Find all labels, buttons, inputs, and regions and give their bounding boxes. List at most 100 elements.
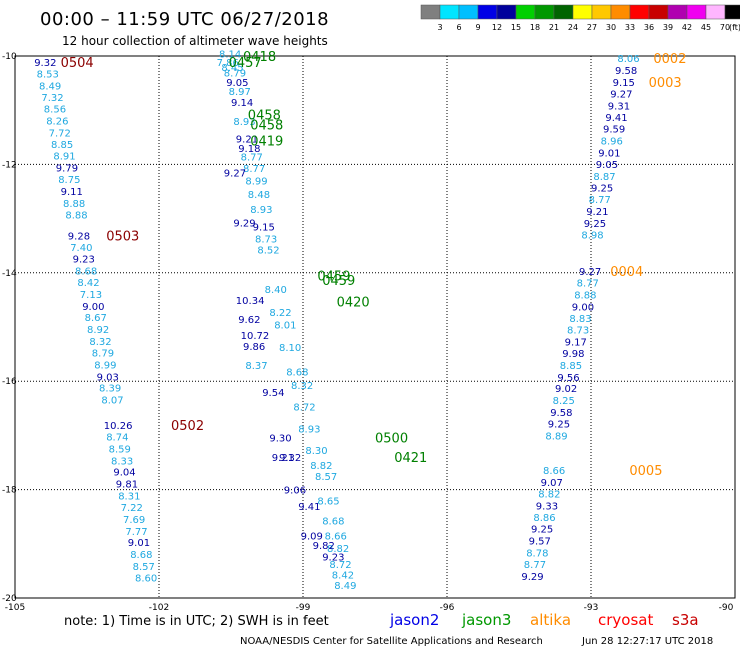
wave-height-cryosat: 9.81 (116, 480, 138, 491)
credit-line: NOAA/NESDIS Center for Satellite Applica… (240, 636, 543, 647)
wave-height-altika: 9.02 (555, 384, 577, 395)
wave-height-jason3: 8.93 (298, 424, 320, 435)
wave-height-altika: 8.87 (593, 172, 615, 183)
wave-height-cryosat: 8.75 (58, 175, 80, 186)
wave-height-jason3: 8.57 (315, 472, 337, 483)
wave-height-cryosat: 7.72 (49, 128, 71, 139)
longitude-ticks: -105 -102 -99 -96 -93 -90 (5, 603, 734, 613)
color-scale-unit: (ft) (729, 23, 740, 32)
wave-height-cryosat: 8.57 (133, 562, 155, 573)
wave-height-altika: 8.78 (526, 548, 548, 559)
wave-height-altika: 9.56 (557, 373, 579, 384)
wave-height-altika: 8.66 (543, 466, 565, 477)
wave-height-jason3: 8.72 (329, 560, 351, 571)
color-scale-label: 33 (625, 23, 635, 32)
wave-height-jason2: 9.86 (243, 342, 265, 353)
wave-height-altika: 9.58 (615, 66, 637, 77)
map-grid (15, 56, 735, 598)
color-scale: 3 6 9 12 15 18 21 24 27 30 33 36 39 42 45 70(ft) (420, 4, 740, 32)
pass-time-label: 0504 (61, 56, 94, 71)
wave-height-jason3: 8.42 (332, 571, 354, 582)
wave-height-altika: 9.57 (529, 537, 551, 548)
wave-height-jason2: 9.21 (272, 453, 294, 464)
wave-height-cryosat: 8.92 (87, 325, 109, 336)
wave-height-cryosat: 9.03 (97, 372, 119, 383)
wave-height-cryosat: 8.59 (109, 444, 131, 455)
satellite-legend: jason2 jason3 altika cryosat s3a (389, 611, 699, 629)
wave-height-cryosat: 9.00 (82, 302, 104, 313)
wave-height-jason3: 9.14 (231, 98, 253, 109)
wave-height-cryosat: 9.11 (61, 187, 83, 198)
wave-height-jason3: 8.97 (229, 87, 251, 98)
wave-height-jason3: 8.93 (250, 205, 272, 216)
wave-height-altika: 9.98 (562, 349, 584, 360)
wave-height-jason3: 8.65 (317, 496, 339, 507)
pass-time-label: 0503 (106, 229, 139, 244)
color-swatch (439, 4, 460, 20)
wave-height-cryosat: 7.77 (125, 527, 147, 538)
color-swatch (591, 4, 612, 20)
color-scale-label: 9 (475, 23, 480, 32)
wave-height-cryosat: 8.99 (94, 360, 116, 371)
color-scale-label: 12 (492, 23, 502, 32)
wave-height-jason2: 9.41 (298, 502, 320, 513)
wave-height-altika: 9.27 (610, 89, 632, 100)
color-scale-label: 70 (720, 23, 730, 32)
wave-height-jason3: 8.01 (274, 320, 296, 331)
wave-height-jason3: 8.40 (265, 285, 287, 296)
wave-height-jason3: 8.73 (255, 235, 277, 246)
wave-height-jason3: 8.52 (257, 245, 279, 256)
wave-height-jason3: 8.22 (269, 308, 291, 319)
wave-height-altika: 9.21 (586, 207, 608, 218)
wave-height-jason3: 8.66 (325, 532, 347, 543)
wave-height-altika: 9.07 (541, 478, 563, 489)
wave-height-altika: 9.25 (531, 525, 553, 536)
wave-height-cryosat: 7.13 (80, 290, 102, 301)
color-scale-label: 30 (606, 23, 616, 32)
pass-time-label: 0459 (322, 274, 355, 289)
wave-height-jason2: 9.30 (269, 434, 291, 445)
wave-height-cryosat: 8.49 (39, 81, 61, 92)
longitude-tick-label: -96 (440, 603, 455, 613)
observation-layer: 9.328.538.497.328.568.267.728.858.919.79… (34, 49, 639, 592)
color-scale-label: 21 (549, 23, 559, 32)
wave-height-cryosat: 8.68 (75, 267, 97, 278)
latitude-tick-label: -20 (2, 594, 17, 604)
pass-time-label: 0420 (337, 296, 370, 311)
wave-height-cryosat: 8.56 (44, 105, 66, 116)
wave-height-jason3: 8.82 (327, 544, 349, 555)
wave-height-cryosat: 8.67 (85, 313, 107, 324)
longitude-tick-label: -99 (296, 603, 311, 613)
wave-height-jason2: 9.32 (279, 453, 301, 464)
color-scale-label: 42 (682, 23, 692, 32)
wave-height-altika: 9.00 (572, 302, 594, 313)
wave-height-jason3: 9.18 (238, 144, 260, 155)
color-swatch (667, 4, 688, 20)
wave-height-cryosat: 8.79 (92, 348, 114, 359)
wave-height-cryosat: 8.33 (111, 456, 133, 467)
wave-height-jason3: 8.32 (291, 381, 313, 392)
wave-height-jason2: 10.72 (241, 331, 270, 342)
wave-height-jason3: 8.49 (334, 581, 356, 592)
color-swatch (629, 4, 650, 20)
wave-height-jason2: 9.54 (262, 388, 284, 399)
legend-s3a: s3a (672, 611, 699, 629)
page-subtitle: 12 hour collection of altimeter wave hei… (62, 34, 328, 48)
wave-height-jason2: 9.62 (238, 315, 260, 326)
wave-height-altika: 8.77 (524, 560, 546, 571)
color-swatch (553, 4, 574, 20)
pass-time-label: 0458 (248, 109, 281, 124)
wave-height-jason2: 10.34 (236, 296, 265, 307)
wave-height-jason3: 9.05 (226, 78, 248, 89)
wave-height-cryosat: 8.88 (65, 210, 87, 221)
wave-height-altika: 9.25 (548, 419, 570, 430)
wave-height-cryosat: 9.04 (113, 468, 135, 479)
wave-height-jason3: 8.30 (305, 446, 327, 457)
pass-time-label: 0419 (250, 135, 283, 150)
wave-height-cryosat: 7.40 (70, 243, 92, 254)
units-note: note: 1) Time is in UTC; 2) SWH is in fe… (64, 614, 329, 629)
pass-time-label: 0502 (171, 419, 204, 434)
color-scale-label: 45 (701, 23, 711, 32)
